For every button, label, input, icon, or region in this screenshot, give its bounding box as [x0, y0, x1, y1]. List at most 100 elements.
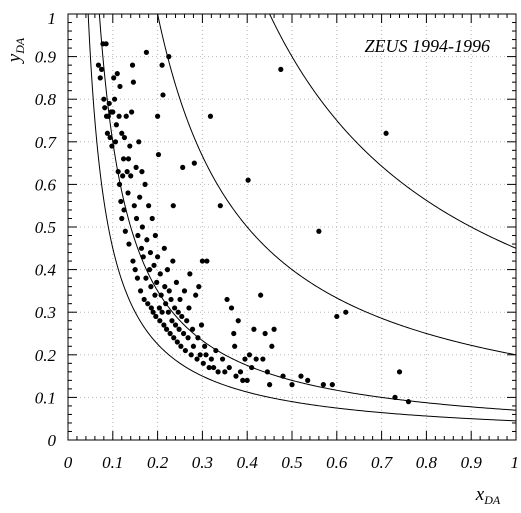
data-point — [258, 292, 264, 298]
y-axis-label-main: y — [4, 53, 25, 64]
x-tick-label: 0.5 — [281, 453, 302, 472]
data-point — [334, 313, 340, 320]
data-point — [95, 62, 102, 68]
data-point — [141, 296, 147, 303]
data-point — [99, 66, 105, 72]
data-point — [240, 377, 246, 383]
data-point — [143, 49, 149, 55]
x-tick-label: 0 — [64, 453, 73, 472]
data-point — [329, 382, 335, 388]
data-point — [128, 173, 134, 179]
data-point — [217, 203, 223, 209]
data-point — [170, 203, 176, 209]
data-point — [186, 305, 192, 311]
data-point — [267, 382, 273, 388]
data-point — [152, 232, 158, 239]
data-point — [117, 83, 123, 90]
data-point — [161, 245, 167, 251]
data-point — [151, 262, 157, 268]
data-point — [118, 198, 124, 205]
data-point — [129, 62, 136, 68]
data-point — [244, 377, 250, 383]
data-point — [245, 177, 251, 183]
data-point — [144, 237, 150, 243]
data-point — [242, 356, 248, 362]
data-point — [155, 254, 161, 260]
data-point — [146, 203, 152, 209]
data-point — [405, 399, 412, 405]
data-point — [170, 258, 176, 264]
data-point — [129, 109, 135, 115]
y-tick-labels: 0 0.1 0.2 0.3 0.4 0.5 0.6 0.7 0.8 0.9 1 — [35, 9, 58, 450]
curve-xy-0.045 — [87, 14, 516, 422]
x-tick-label: 0.2 — [147, 453, 169, 472]
data-point — [207, 113, 214, 119]
data-point — [103, 41, 109, 47]
data-point — [264, 369, 270, 375]
data-point — [133, 215, 140, 222]
data-point — [235, 318, 241, 324]
data-point — [176, 326, 182, 332]
data-point — [180, 330, 187, 337]
data-point — [298, 373, 304, 379]
data-point — [189, 326, 196, 332]
y-tick-label: 1 — [48, 9, 57, 28]
data-point — [206, 364, 212, 371]
data-point — [180, 164, 186, 170]
data-point — [188, 352, 194, 358]
data-point — [150, 309, 156, 315]
data-point — [196, 284, 202, 290]
data-point — [269, 343, 275, 349]
data-point — [145, 301, 151, 307]
kinematic-curves — [87, 14, 516, 422]
data-point — [121, 134, 128, 141]
data-point — [123, 113, 129, 119]
data-point — [215, 369, 221, 375]
data-point — [271, 326, 277, 332]
data-point — [177, 296, 183, 303]
data-point — [289, 382, 295, 388]
data-point — [191, 160, 197, 166]
data-point — [228, 305, 235, 311]
data-point — [233, 373, 239, 379]
data-point — [211, 364, 217, 371]
data-point — [158, 292, 164, 298]
data-point — [181, 288, 188, 294]
data-point — [127, 143, 133, 149]
data-point — [111, 96, 118, 102]
y-tick-label: 0.1 — [35, 388, 56, 407]
curve-xy-0.2 — [157, 14, 516, 356]
data-point — [185, 335, 191, 341]
experiment-annotation: ZEUS 1994-1996 — [365, 36, 491, 56]
y-tick-label: 0.6 — [35, 175, 57, 194]
data-point — [182, 347, 188, 354]
data-point — [237, 369, 244, 375]
data-point — [137, 288, 144, 294]
data-point — [213, 347, 219, 354]
data-point — [172, 305, 178, 311]
data-point — [249, 364, 255, 371]
x-tick-label: 0.1 — [102, 453, 123, 472]
data-point — [169, 318, 175, 324]
data-point — [226, 364, 232, 371]
data-point — [161, 322, 167, 328]
data-point — [174, 339, 180, 345]
data-point — [134, 275, 141, 281]
data-point — [162, 284, 168, 290]
data-point — [132, 267, 138, 273]
data-point — [159, 62, 165, 68]
data-point — [202, 343, 208, 349]
data-point — [148, 284, 154, 290]
data-point — [262, 330, 268, 337]
data-point — [130, 258, 136, 264]
data-point — [121, 207, 127, 213]
x-axis-label-main: x — [475, 484, 485, 505]
data-point — [125, 190, 131, 196]
data-point — [163, 326, 170, 332]
data-point — [251, 326, 257, 332]
data-point — [116, 181, 123, 187]
data-point — [106, 100, 112, 107]
data-point — [232, 343, 238, 349]
data-point — [396, 369, 403, 375]
data-point — [101, 96, 107, 102]
